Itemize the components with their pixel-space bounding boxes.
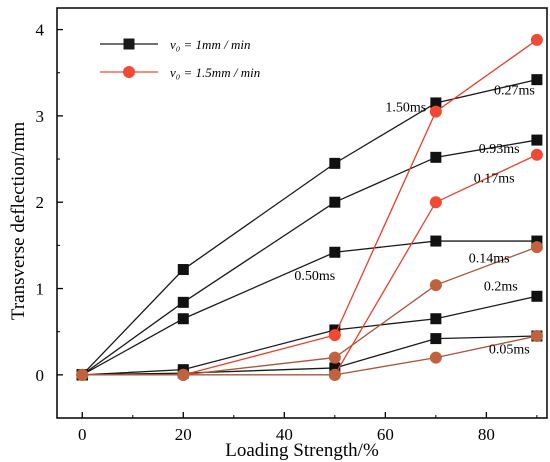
annotation-label: 0.17ms <box>474 171 515 186</box>
x-tick-label: 40 <box>276 425 293 444</box>
data-point <box>531 235 543 247</box>
y-axis-title: Transverse deflection/mm <box>8 122 29 320</box>
series-4 <box>76 290 543 381</box>
data-point <box>530 330 543 342</box>
data-point <box>530 33 543 46</box>
y-axis: 0 1 2 3 4 <box>36 21 63 385</box>
series-line <box>82 39 538 376</box>
data-point <box>177 296 189 308</box>
x-tick-label: 80 <box>478 425 495 444</box>
data-point <box>530 241 543 254</box>
data-point <box>328 351 341 364</box>
data-point <box>177 264 189 276</box>
y-tick-label: 3 <box>36 107 45 126</box>
data-point <box>430 235 442 247</box>
data-point <box>430 151 442 163</box>
data-point <box>329 362 341 374</box>
data-point <box>430 313 442 325</box>
data-point <box>430 333 442 345</box>
plot-frame <box>56 7 548 419</box>
annotation-label: 0.50ms <box>294 269 335 284</box>
series-line <box>81 79 538 376</box>
data-point <box>177 368 190 381</box>
data-point <box>531 74 543 86</box>
annotation-label: 0.27ms <box>494 83 535 98</box>
x-tick-label: 0 <box>78 425 87 444</box>
data-point <box>329 246 341 258</box>
legend: v₀ = 1mm / min v₀ = 1.5mm / min <box>100 37 260 80</box>
data-point <box>177 313 189 325</box>
series-9 <box>76 330 543 381</box>
data-point <box>329 196 341 208</box>
y-tick-label: 4 <box>36 21 45 40</box>
series-line <box>82 295 538 376</box>
data-point <box>329 157 341 169</box>
legend-label: v₀ = 1mm / min <box>170 37 250 52</box>
y-tick-label: 2 <box>36 193 45 212</box>
series-group <box>76 33 543 381</box>
annotation-label: 0.14ms <box>469 252 510 267</box>
data-point <box>531 134 543 146</box>
legend-label: v₀ = 1.5mm / min <box>170 65 260 80</box>
data-point <box>530 148 543 161</box>
data-point <box>531 290 543 302</box>
data-point <box>328 329 341 342</box>
series-1 <box>76 74 543 381</box>
data-point <box>429 105 442 118</box>
legend-marker <box>123 38 135 50</box>
data-point <box>430 97 442 109</box>
x-axis: 0 20 40 60 80 <box>78 412 538 444</box>
x-tick-label: 60 <box>377 425 394 444</box>
data-point <box>429 279 442 292</box>
x-tick-label: 20 <box>175 425 192 444</box>
annotation-label: 0.93ms <box>479 142 520 157</box>
data-point <box>429 196 442 209</box>
x-axis-title: Loading Strength/% <box>225 440 379 461</box>
series-5 <box>76 330 543 381</box>
annotations: 1.50ms 0.27ms 0.93ms 0.17ms 0.50ms 0.14ms 0.2m… <box>294 83 534 357</box>
y-tick-label: 0 <box>36 366 45 385</box>
y-tick-label: 1 <box>36 280 45 299</box>
legend-marker <box>123 66 135 78</box>
annotation-label: 0.05ms <box>489 342 530 357</box>
data-point <box>328 368 341 381</box>
annotation-label: 0.2ms <box>484 279 518 294</box>
data-point <box>429 351 442 364</box>
data-point <box>76 368 89 381</box>
annotation-label: 1.50ms <box>385 101 426 116</box>
